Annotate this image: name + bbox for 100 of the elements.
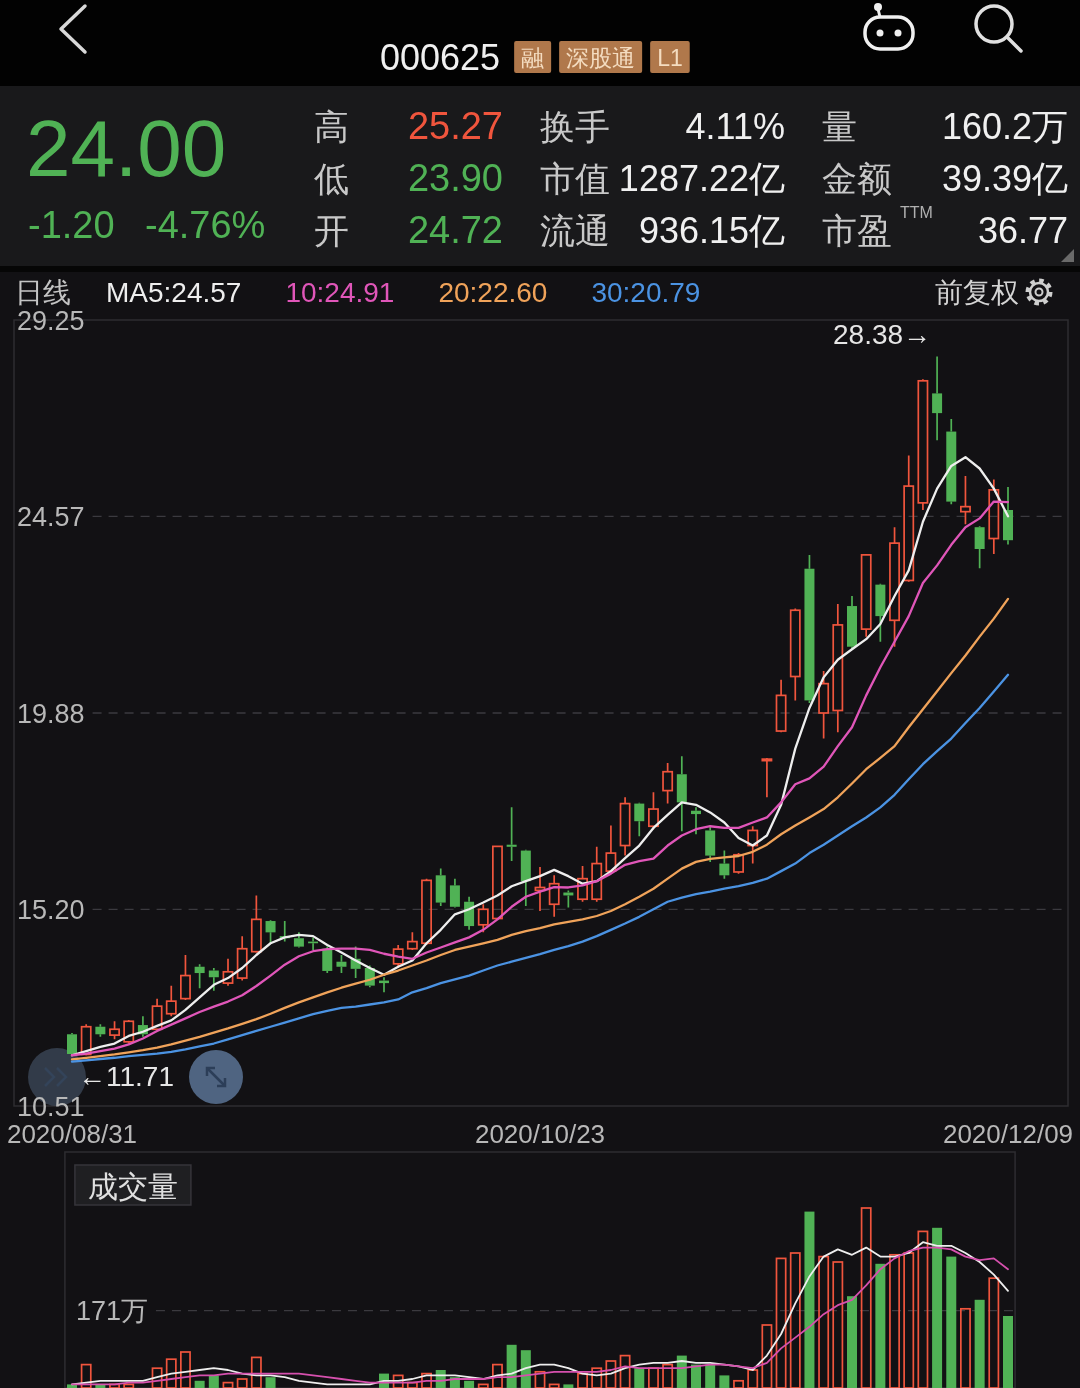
bar <box>80 1363 92 1388</box>
bar <box>577 1372 588 1388</box>
x-tick-label: 2020/08/31 <box>6 1119 138 1149</box>
text: 高 <box>314 107 349 146</box>
bar <box>946 1256 957 1388</box>
text: 金额 <box>822 159 892 198</box>
bar <box>222 1381 234 1388</box>
bar <box>506 1344 517 1388</box>
text: 24.00 <box>26 104 227 193</box>
candlestick <box>520 850 531 907</box>
candlestick <box>988 478 1000 555</box>
candlestick <box>889 526 900 648</box>
text: 1287.22亿 <box>618 158 785 199</box>
bar <box>719 1375 730 1388</box>
badge: 融 <box>514 41 552 73</box>
text: -4.76% <box>145 204 266 246</box>
y-tick-label: 29.25 <box>17 305 85 336</box>
y-tick-label: 10.51 <box>17 1091 85 1122</box>
text: 39.39亿 <box>941 158 1068 199</box>
text: 前复权 <box>935 277 1019 308</box>
bar <box>804 1211 815 1388</box>
candlestick <box>492 845 503 920</box>
candlestick <box>662 762 674 805</box>
text: 换手 <box>540 107 610 146</box>
bar <box>832 1261 844 1388</box>
candlestick <box>676 755 687 833</box>
bar <box>789 1252 801 1388</box>
bar <box>421 1372 432 1388</box>
candlestick <box>548 874 560 918</box>
bar <box>492 1363 503 1388</box>
candlestick <box>960 475 971 526</box>
bar <box>563 1384 574 1388</box>
candlestick <box>250 894 262 953</box>
bar <box>180 1351 191 1388</box>
text: 4.11% <box>685 106 785 147</box>
bar <box>775 1257 787 1388</box>
candlestick <box>222 957 234 987</box>
bar <box>761 1324 773 1388</box>
bar <box>165 1358 177 1388</box>
bar <box>392 1374 404 1388</box>
text: 36.77 <box>977 210 1068 251</box>
bar <box>917 1230 929 1388</box>
bar <box>818 1255 830 1388</box>
candlestick <box>875 584 886 643</box>
chart-title: 成交量 <box>87 1170 178 1203</box>
text: 160.2万 <box>941 106 1068 147</box>
bar <box>151 1367 163 1388</box>
text: 23.90 <box>407 157 503 199</box>
candlestick <box>818 670 830 740</box>
bar <box>123 1383 135 1388</box>
candlestick <box>860 554 872 638</box>
bar <box>860 1207 872 1388</box>
text: 流通 <box>540 211 610 250</box>
text: 开 <box>314 211 349 250</box>
text: 000625 <box>380 37 501 78</box>
text: MA5:24.57 <box>106 277 242 308</box>
candlestick <box>903 454 915 582</box>
bar <box>464 1380 475 1388</box>
badge: L1 <box>650 41 690 73</box>
candlestick <box>789 607 801 702</box>
candlestick <box>435 867 446 907</box>
candlestick <box>506 806 517 862</box>
text: TTM <box>900 204 933 221</box>
bar <box>634 1368 645 1388</box>
annotation: ←11.71 <box>78 1060 174 1092</box>
bar <box>208 1375 219 1388</box>
text: 低 <box>314 159 349 198</box>
bar <box>974 1299 985 1388</box>
bar <box>619 1354 631 1388</box>
bar <box>534 1370 546 1388</box>
candlestick <box>832 603 844 734</box>
bar <box>1003 1316 1013 1388</box>
text: 市盈 <box>822 211 892 250</box>
bar <box>875 1263 886 1388</box>
y-tick-label: 15.20 <box>17 894 85 925</box>
bar <box>932 1227 943 1388</box>
bar <box>747 1369 759 1388</box>
candlestick <box>761 758 773 799</box>
badge: 深股通 <box>559 41 643 73</box>
candlestick <box>180 954 191 1000</box>
x-tick-label: 2020/12/09 <box>942 1119 1074 1149</box>
candlestick <box>917 378 929 511</box>
bar <box>847 1296 857 1388</box>
bar <box>194 1380 205 1388</box>
bar <box>406 1381 418 1388</box>
text: 10:24.91 <box>285 277 395 308</box>
bar <box>605 1360 617 1388</box>
bar <box>960 1307 971 1388</box>
candlestick <box>946 418 957 505</box>
candlestick <box>847 595 857 651</box>
text: 25.27 <box>407 105 503 147</box>
bar <box>548 1383 560 1388</box>
bar <box>662 1363 674 1388</box>
bar <box>733 1379 744 1388</box>
candlestick <box>534 866 546 912</box>
candlestick <box>165 984 177 1018</box>
bar <box>691 1364 701 1388</box>
bar <box>591 1367 603 1388</box>
bar <box>889 1253 900 1388</box>
bar <box>705 1364 716 1388</box>
